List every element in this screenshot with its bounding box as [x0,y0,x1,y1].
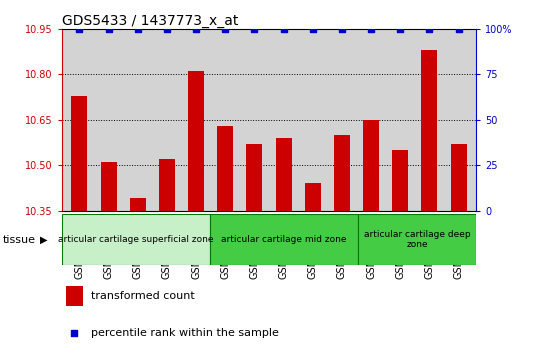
Text: percentile rank within the sample: percentile rank within the sample [91,327,279,338]
Point [162,26,171,32]
Bar [392,150,408,211]
Bar [451,144,466,211]
Point [338,26,346,32]
Bar [217,126,233,211]
Point [70,330,79,335]
Point [454,26,463,32]
Point [250,26,259,32]
Bar [334,135,350,211]
Text: articular cartilage superficial zone: articular cartilage superficial zone [58,235,214,244]
Point [308,26,317,32]
Point [133,26,142,32]
Bar [188,72,204,211]
Bar [72,95,87,211]
Bar [159,159,175,211]
Point [367,26,376,32]
Point [192,26,200,32]
Bar [210,214,358,265]
Point [75,26,84,32]
Bar [275,138,292,211]
Point [396,26,405,32]
Bar [358,214,476,265]
Bar [62,214,210,265]
Text: tissue: tissue [3,234,36,245]
Point [279,26,288,32]
Bar [130,199,146,211]
Text: ▶: ▶ [40,234,48,245]
Bar [305,183,321,211]
Text: articular cartilage mid zone: articular cartilage mid zone [221,235,346,244]
Point [221,26,230,32]
Text: GDS5433 / 1437773_x_at: GDS5433 / 1437773_x_at [62,14,238,28]
Text: articular cartilage deep
zone: articular cartilage deep zone [364,230,470,249]
Bar [363,120,379,211]
Bar [101,162,117,211]
Text: transformed count: transformed count [91,291,195,301]
Bar [66,286,83,306]
Bar [246,144,263,211]
Point [425,26,434,32]
Point [104,26,113,32]
Bar [421,50,437,211]
